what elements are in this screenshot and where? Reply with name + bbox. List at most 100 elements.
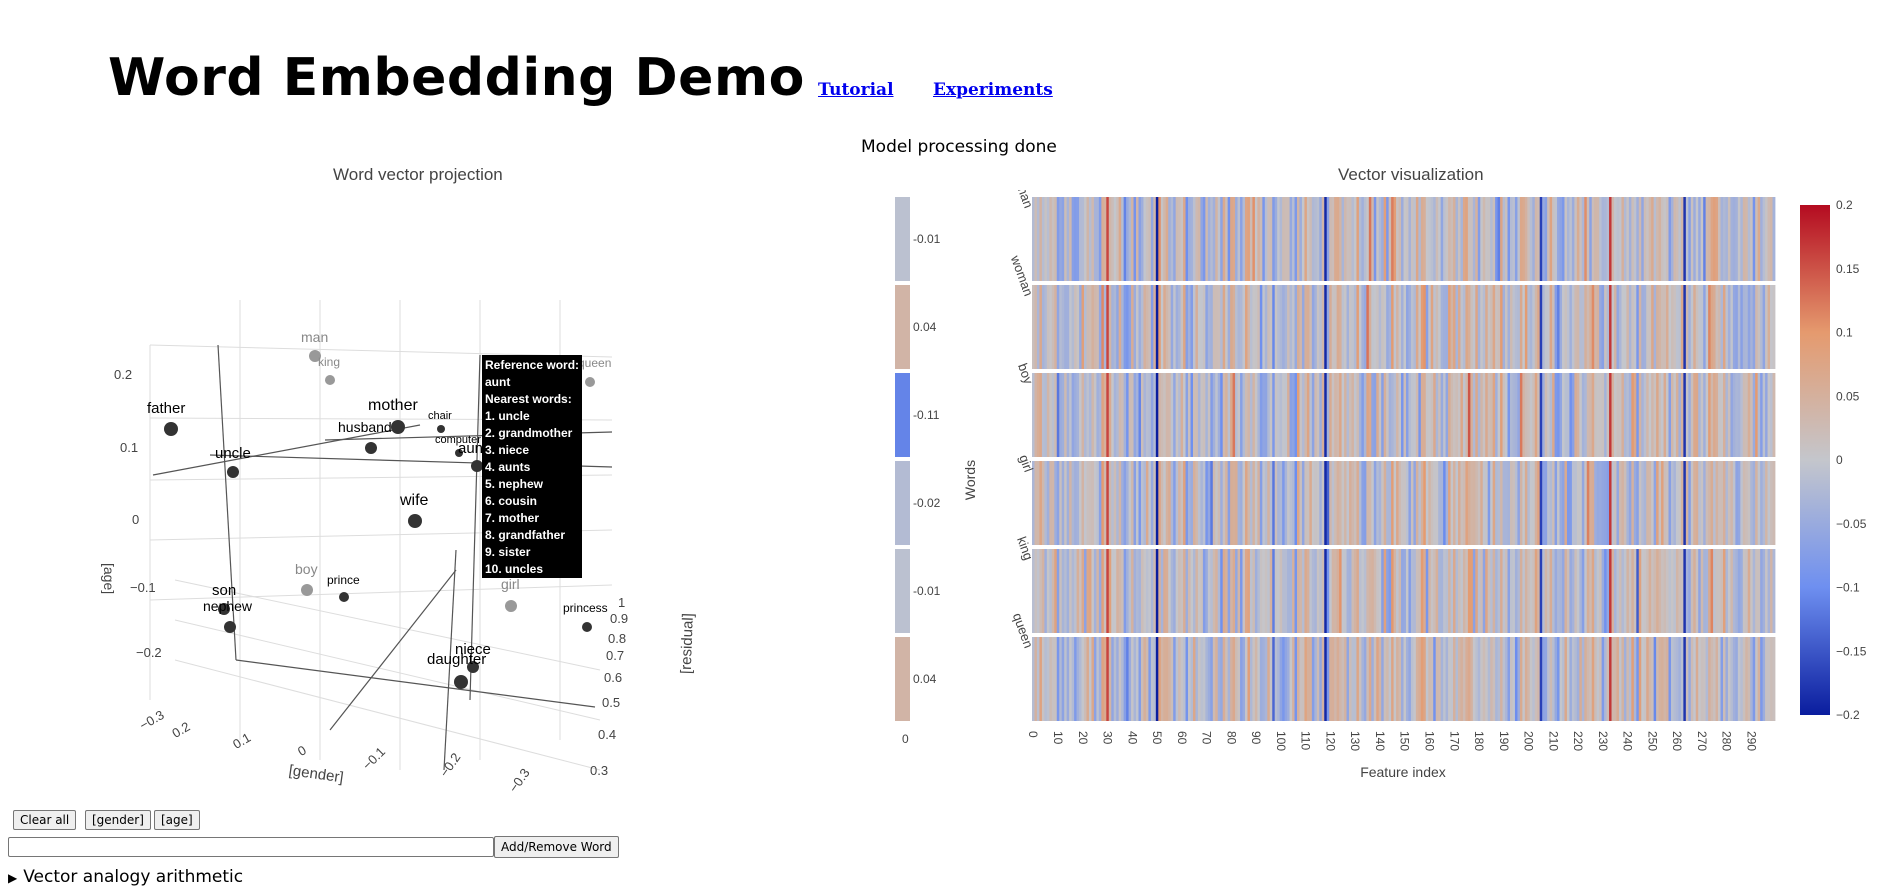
feature-tick-label: 130 xyxy=(1348,731,1362,751)
heatmap-cell xyxy=(1064,197,1068,281)
projection-plot[interactable]: 0.2 0.1 0 −0.1 −0.2 −0.3 0.2 0.1 0 −0.1 … xyxy=(0,0,900,800)
heatmap-cell xyxy=(1562,285,1565,369)
heatmap-cell xyxy=(1626,373,1630,457)
heatmap-cell xyxy=(1393,373,1397,457)
heatmap-cell xyxy=(1086,285,1090,369)
heatmap-cell xyxy=(1618,285,1622,369)
age-button[interactable]: [age] xyxy=(154,810,200,830)
heatmap-cell xyxy=(1274,197,1278,281)
heatmap-cell xyxy=(1346,285,1350,369)
heatmap-cell xyxy=(1074,285,1077,369)
heatmap-cell xyxy=(1121,549,1125,633)
heatmap-cell xyxy=(1453,637,1456,721)
experiments-link[interactable]: Experiments xyxy=(933,80,1053,100)
heatmap-cell xyxy=(1361,197,1365,281)
heatmap-cell xyxy=(1098,285,1102,369)
heatmap-cell xyxy=(1225,461,1229,545)
heatmap-cell xyxy=(1440,637,1444,721)
heatmap-cell xyxy=(1150,461,1154,545)
heatmap-cell xyxy=(1118,549,1122,633)
heatmap-cell xyxy=(1252,373,1256,457)
word-points[interactable]: man king queen father mother husband cha… xyxy=(147,329,611,689)
feature-tick-label: 260 xyxy=(1670,731,1684,751)
heatmap-cell xyxy=(1532,549,1536,633)
heatmap-cell xyxy=(1569,285,1573,369)
heatmap-cell xyxy=(1497,285,1501,369)
heatmap-cell xyxy=(1034,637,1038,721)
tutorial-link[interactable]: Tutorial xyxy=(818,80,894,100)
heatmap-cell xyxy=(1700,637,1704,721)
heatmap-cell xyxy=(1532,461,1536,545)
heatmap-cell xyxy=(1641,549,1645,633)
heatmap-cell xyxy=(1611,637,1615,721)
point-label: princess xyxy=(563,601,608,615)
point-label: husband xyxy=(338,419,392,435)
clear-all-button[interactable]: Clear all xyxy=(13,810,77,830)
projection-title: Word vector projection xyxy=(333,165,503,184)
heatmap-cell xyxy=(1651,373,1655,457)
vector-analogy-toggle[interactable]: ▶ Vector analogy arithmetic xyxy=(8,867,243,887)
heatmap-cell xyxy=(1747,197,1751,281)
heatmap-cell xyxy=(1480,373,1484,457)
heatmap-cell xyxy=(1297,549,1300,633)
heatmap-cell xyxy=(1668,461,1672,545)
feature-tick-label: 100 xyxy=(1274,731,1288,751)
heatmap-cell xyxy=(1438,197,1442,281)
heatmap-cell xyxy=(1626,285,1630,369)
heatmap-cell xyxy=(1510,549,1513,633)
heatmap-cell xyxy=(1425,197,1429,281)
heatmap-cell xyxy=(1762,461,1766,545)
heatmap-cell xyxy=(1448,461,1451,545)
heatmap-cell xyxy=(1512,197,1516,281)
point-label: girl xyxy=(501,576,520,592)
heatmap-cell xyxy=(1311,549,1315,633)
heatmap-cell xyxy=(1217,461,1221,545)
heatmap-cell xyxy=(1386,197,1390,281)
heatmap-cell xyxy=(1472,549,1476,633)
heatmap-cell xyxy=(1183,285,1186,369)
heatmap-cell xyxy=(1279,373,1283,457)
heatmap-cell xyxy=(1059,373,1063,457)
heatmap-cell xyxy=(1086,637,1090,721)
heatmap-cell xyxy=(1510,285,1513,369)
heatmap-cell xyxy=(1321,549,1325,633)
heatmap-cell xyxy=(1594,637,1598,721)
heatmap-cell xyxy=(1306,461,1310,545)
heatmap-cell xyxy=(1267,549,1271,633)
heatmap-cell xyxy=(1150,549,1154,633)
heatmap-cell xyxy=(1301,285,1305,369)
heatmap-cell xyxy=(1036,549,1040,633)
heatmap-cell xyxy=(1391,373,1394,457)
heatmap-cell xyxy=(1566,549,1570,633)
heatmap-cell xyxy=(1126,373,1129,457)
heatmap-cell xyxy=(1188,549,1191,633)
heatmap-cell xyxy=(1044,197,1048,281)
heatmap-cell xyxy=(1061,549,1065,633)
heatmap-cell xyxy=(1435,197,1439,281)
heatmap-cell xyxy=(1304,637,1308,721)
heatmap-cell xyxy=(1710,197,1714,281)
heatmap-cell xyxy=(1609,549,1612,633)
heatmap-cell xyxy=(1688,637,1692,721)
heatmap-cell xyxy=(1438,549,1442,633)
heatmap-cell xyxy=(1482,461,1486,545)
heatmap-cell xyxy=(1398,285,1402,369)
heatmap-cell xyxy=(1311,197,1315,281)
heatmap-cell xyxy=(1121,637,1125,721)
heatmap-cell xyxy=(1695,197,1699,281)
heatmap-cell xyxy=(1450,549,1454,633)
heatmap-cell xyxy=(1274,461,1278,545)
heatmap-cell xyxy=(1614,461,1617,545)
heatmap-cell xyxy=(1200,197,1204,281)
vector-heatmap[interactable]: -0.010.04-0.11-0.02-0.010.04 0 manwomanb… xyxy=(880,190,1880,790)
heatmap-cell xyxy=(1282,373,1286,457)
add-remove-word-button[interactable]: Add/Remove Word xyxy=(494,836,619,858)
heatmap-cell xyxy=(1557,373,1560,457)
word-input[interactable] xyxy=(8,837,494,857)
heatmap-cell xyxy=(1601,549,1605,633)
gender-button[interactable]: [gender] xyxy=(85,810,151,830)
heatmap-cell xyxy=(1041,373,1045,457)
heatmap-cell xyxy=(1673,637,1677,721)
heatmap-cell xyxy=(1235,197,1238,281)
heatmap-cell xyxy=(1049,373,1053,457)
